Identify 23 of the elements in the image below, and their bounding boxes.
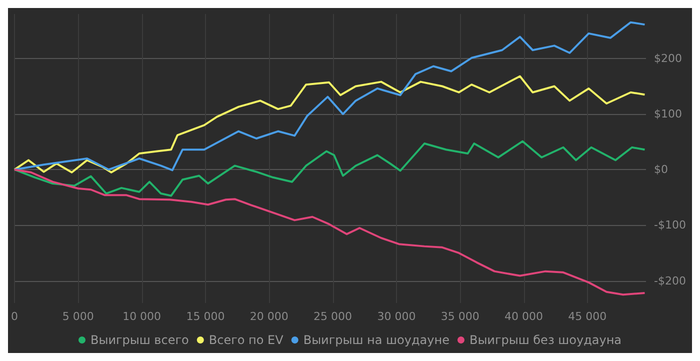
legend-label: Всего по EV xyxy=(208,333,284,347)
y-tick-label: -$200 xyxy=(654,274,686,288)
y-tick-label: -$100 xyxy=(654,218,686,232)
x-tick-label: 0 xyxy=(11,310,18,323)
x-tick-label: 5 000 xyxy=(62,310,94,323)
x-tick-label: 20 000 xyxy=(250,310,288,323)
y-tick-label: $100 xyxy=(654,108,682,121)
x-tick-label: 40 000 xyxy=(504,310,544,323)
x-tick-label: 30 000 xyxy=(377,310,416,323)
x-tick-label: 35 000 xyxy=(440,310,480,323)
legend-label: Выигрыш всего xyxy=(90,333,189,347)
line-series xyxy=(14,75,646,174)
x-tick-label: 45 000 xyxy=(568,310,607,323)
y-tick-label: $200 xyxy=(654,52,682,65)
y-tick-label: $0 xyxy=(654,163,668,176)
line-series xyxy=(14,168,646,296)
legend-label: Выигрыш без шоудауна xyxy=(469,333,622,347)
legend-label: Выигрыш на шоудауне xyxy=(303,333,450,347)
line-series xyxy=(14,140,646,197)
line-series xyxy=(14,21,646,172)
x-tick-label: 10 000 xyxy=(122,310,162,323)
x-tick-label: 25 000 xyxy=(314,310,352,323)
x-tick-label: 15 000 xyxy=(186,310,225,323)
